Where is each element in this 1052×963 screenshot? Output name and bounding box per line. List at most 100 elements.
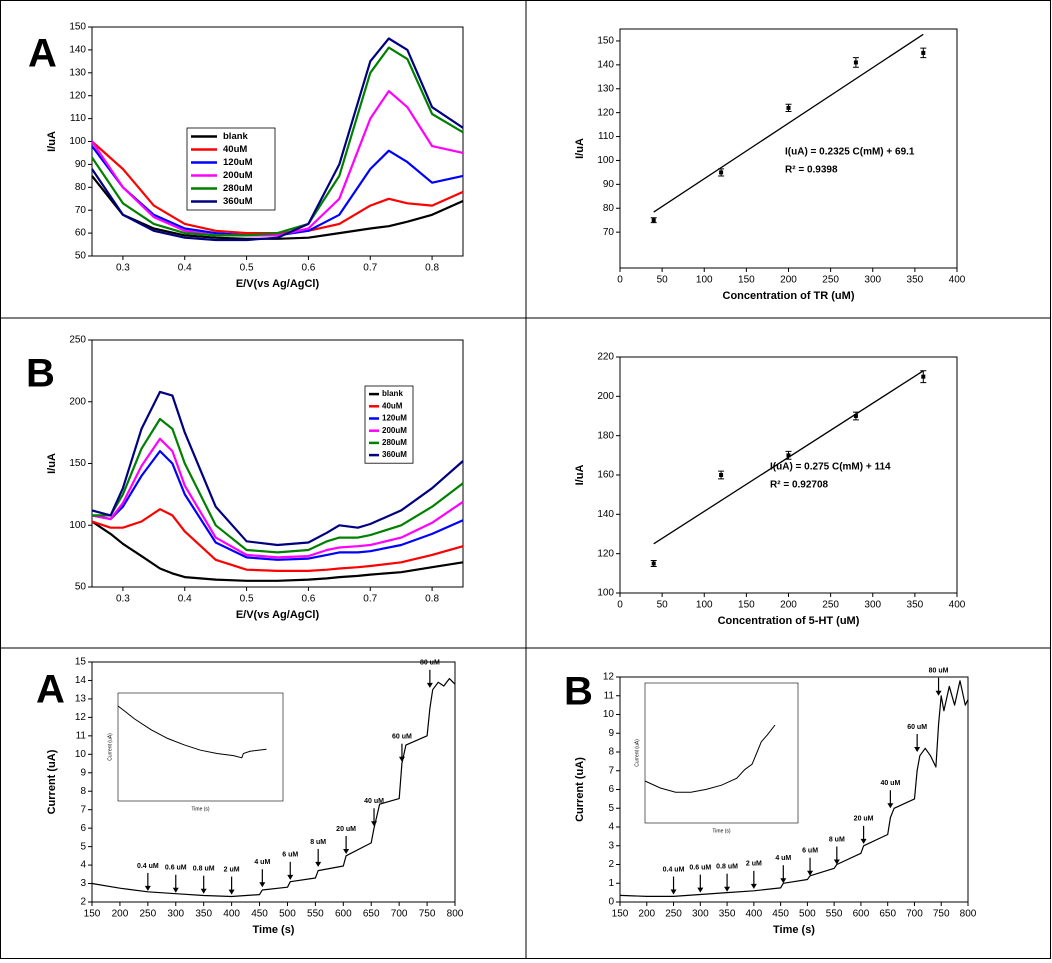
y-tick-label: 10 (75, 749, 87, 760)
y-tick-label: 50 (75, 251, 87, 262)
legend-label: 200uM (223, 170, 253, 181)
y-tick-label: 200 (597, 391, 614, 402)
y-tick-label: 150 (69, 22, 86, 33)
y-tick-label: 1 (608, 878, 614, 889)
x-tick-label: 0.3 (116, 263, 130, 274)
arrow-label: 2 uM (746, 861, 762, 868)
legend-box (364, 385, 414, 464)
x-tick-label: 450 (251, 909, 268, 920)
x-tick-label: 250 (665, 909, 682, 920)
x-tick-label: 550 (826, 909, 843, 920)
arrow-label: 40 uM (880, 780, 900, 787)
fit-line (653, 33, 924, 213)
arrow-label: 0.8 uM (193, 866, 215, 873)
y-tick-label: 7 (608, 765, 614, 776)
inset-line (644, 724, 776, 793)
arrow-head (172, 887, 179, 893)
data-line (91, 450, 464, 561)
data-point (651, 561, 656, 566)
y-tick-label: 100 (69, 520, 86, 531)
y-tick-label: 80 (603, 203, 615, 214)
y-tick-label: 140 (597, 59, 614, 70)
y-tick-label: 3 (608, 840, 614, 851)
x-tick-label: 0.3 (116, 594, 130, 605)
arrow-head (780, 878, 787, 884)
y-tick-label: 130 (597, 83, 614, 94)
x-tick-label: 250 (140, 909, 157, 920)
data-point (719, 473, 724, 477)
x-tick-label: 350 (195, 909, 212, 920)
x-tick-label: 300 (864, 600, 881, 611)
x-tick-label: 400 (223, 909, 240, 920)
x-tick-label: 400 (949, 275, 966, 286)
y-tick-label: 6 (608, 784, 614, 795)
y-tick-label: 120 (597, 107, 614, 118)
arrow-label: 2 uM (224, 866, 240, 873)
y-tick-label: 100 (597, 155, 614, 166)
x-tick-label: 0.7 (363, 263, 377, 274)
legend-label: 120uM (223, 157, 253, 168)
arrow-head (287, 874, 294, 880)
inset-y-label: Current (uA) (107, 733, 113, 761)
x-tick-label: 0.5 (240, 594, 254, 605)
y-tick-label: 8 (80, 786, 86, 797)
x-tick-label: 0 (617, 600, 623, 611)
arrow-label: 4 uM (254, 859, 270, 866)
y-tick-label: 12 (75, 712, 87, 723)
y-tick-label: 0 (608, 897, 614, 908)
panel-letter: B (564, 670, 593, 714)
x-tick-label: 0.8 (425, 594, 439, 605)
arrow-label: 6 uM (282, 852, 298, 859)
data-line (91, 508, 464, 572)
data-point (719, 170, 724, 175)
y-tick-label: 9 (80, 767, 86, 778)
y-axis-label: I/uA (574, 465, 586, 486)
legend-label: 120uM (382, 414, 407, 423)
y-tick-label: 110 (70, 113, 86, 124)
x-tick-label: 200 (780, 275, 797, 286)
y-tick-label: 2 (80, 897, 86, 908)
x-tick-label: 100 (696, 600, 713, 611)
y-tick-label: 220 (597, 352, 614, 363)
x-axis-label: E/V(vs Ag/AgCl) (236, 609, 320, 621)
y-tick-label: 100 (69, 136, 86, 147)
y-tick-label: 120 (69, 90, 86, 101)
x-tick-label: 0.6 (301, 594, 315, 605)
x-tick-label: 150 (84, 909, 101, 920)
y-axis-label: I/uA (574, 138, 586, 159)
x-tick-label: 150 (612, 909, 629, 920)
arrow-label: 8 uM (829, 836, 845, 843)
x-tick-label: 350 (907, 275, 924, 286)
x-tick-label: 50 (657, 275, 669, 286)
y-tick-label: 10 (603, 709, 615, 720)
data-point (786, 105, 791, 110)
y-tick-label: 11 (604, 690, 615, 701)
x-tick-label: 700 (391, 909, 408, 920)
panel-letter: B (26, 352, 55, 396)
data-point (853, 60, 858, 65)
x-tick-label: 300 (692, 909, 709, 920)
y-tick-label: 130 (69, 67, 86, 78)
y-tick-label: 70 (75, 205, 87, 216)
x-tick-label: 350 (907, 600, 924, 611)
arrow-head (228, 889, 235, 895)
y-tick-label: 80 (75, 182, 87, 193)
data-line (91, 390, 464, 547)
arrow-head (398, 756, 405, 762)
y-tick-label: 7 (80, 804, 86, 815)
y-axis-label: Current (uA) (574, 757, 586, 822)
arrow-label: 0.6 uM (689, 864, 711, 871)
y-tick-label: 150 (597, 36, 614, 47)
y-tick-label: 50 (75, 582, 87, 593)
data-line (91, 37, 464, 242)
x-tick-label: 250 (822, 275, 839, 286)
y-tick-label: 14 (75, 675, 87, 686)
data-point (651, 218, 656, 223)
x-axis-label: Concentration of 5-HT (uM) (718, 615, 860, 627)
x-axis-label: Time (s) (773, 924, 815, 936)
y-tick-label: 90 (75, 159, 87, 170)
arrow-head (144, 885, 151, 891)
arrow-head (935, 690, 942, 696)
